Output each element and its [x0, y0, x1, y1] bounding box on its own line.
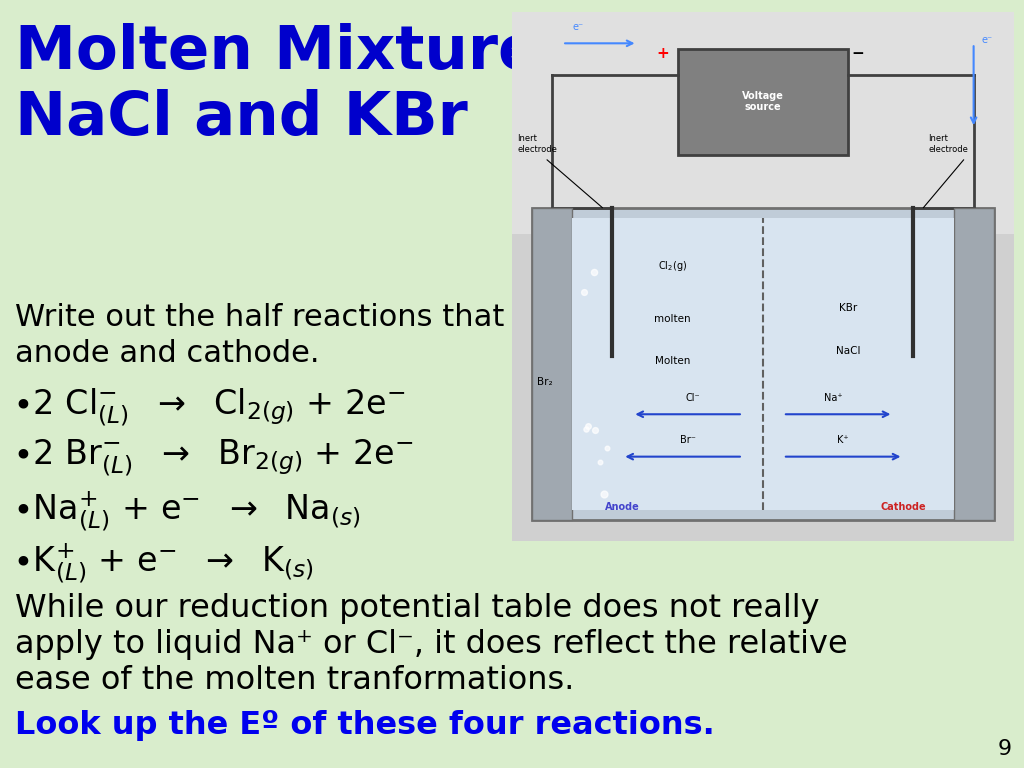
Text: K⁺: K⁺ — [838, 435, 849, 445]
Text: KBr: KBr — [839, 303, 857, 313]
Bar — [512, 12, 1014, 234]
Text: e⁻: e⁻ — [981, 35, 992, 45]
Text: +: + — [656, 46, 669, 61]
Text: Molten: Molten — [655, 356, 690, 366]
Text: −: − — [852, 46, 864, 61]
Bar — [572, 218, 953, 510]
Text: Cl$_2$(g): Cl$_2$(g) — [658, 259, 687, 273]
Text: Anode: Anode — [605, 502, 640, 512]
Text: Br₂: Br₂ — [537, 377, 553, 388]
Text: Look up the Eº of these four reactions.: Look up the Eº of these four reactions. — [15, 710, 715, 741]
Text: Molten Mixture:
NaCl and KBr: Molten Mixture: NaCl and KBr — [15, 23, 564, 148]
Text: Inert
electrode: Inert electrode — [929, 134, 969, 154]
Bar — [532, 207, 572, 520]
Text: e⁻: e⁻ — [572, 22, 584, 32]
Text: Write out the half reactions that could occur at the: Write out the half reactions that could … — [15, 303, 791, 333]
Text: $\bullet$2 Cl$^{-}_{(L)}$  $\rightarrow$  Cl$_{2(g)}$ + 2e$^{-}$: $\bullet$2 Cl$^{-}_{(L)}$ $\rightarrow$ … — [12, 386, 406, 428]
Text: Inert
electrode: Inert electrode — [517, 134, 557, 154]
Text: $\bullet$2 Br$^{-}_{(L)}$  $\rightarrow$  Br$_{2(g)}$ + 2e$^{-}$: $\bullet$2 Br$^{-}_{(L)}$ $\rightarrow$ … — [12, 438, 414, 478]
Text: Cl⁻: Cl⁻ — [685, 393, 700, 403]
Text: ease of the molten tranformations.: ease of the molten tranformations. — [15, 665, 574, 696]
Text: Na⁺: Na⁺ — [824, 393, 843, 403]
Text: $\bullet$K$^{+}_{(L)}$ + e$^{-}$  $\rightarrow$  K$_{(s)}$: $\bullet$K$^{+}_{(L)}$ + e$^{-}$ $\right… — [12, 541, 314, 586]
Text: apply to liquid Na⁺ or Cl⁻, it does reflect the relative: apply to liquid Na⁺ or Cl⁻, it does refl… — [15, 629, 848, 660]
Text: Br⁻: Br⁻ — [680, 435, 695, 445]
Text: NaCl: NaCl — [836, 346, 860, 356]
Text: anode and cathode.: anode and cathode. — [15, 339, 319, 369]
Bar — [953, 207, 993, 520]
Text: Voltage
source: Voltage source — [742, 91, 783, 112]
Text: Cathode: Cathode — [881, 502, 926, 512]
Text: $\bullet$Na$^{+}_{(L)}$ + e$^{-}$  $\rightarrow$  Na$_{(s)}$: $\bullet$Na$^{+}_{(L)}$ + e$^{-}$ $\righ… — [12, 490, 361, 535]
Text: 9: 9 — [997, 739, 1012, 759]
Bar — [532, 207, 993, 520]
Text: molten: molten — [654, 314, 691, 324]
Bar — [678, 48, 848, 154]
Text: While our reduction potential table does not really: While our reduction potential table does… — [15, 593, 820, 624]
